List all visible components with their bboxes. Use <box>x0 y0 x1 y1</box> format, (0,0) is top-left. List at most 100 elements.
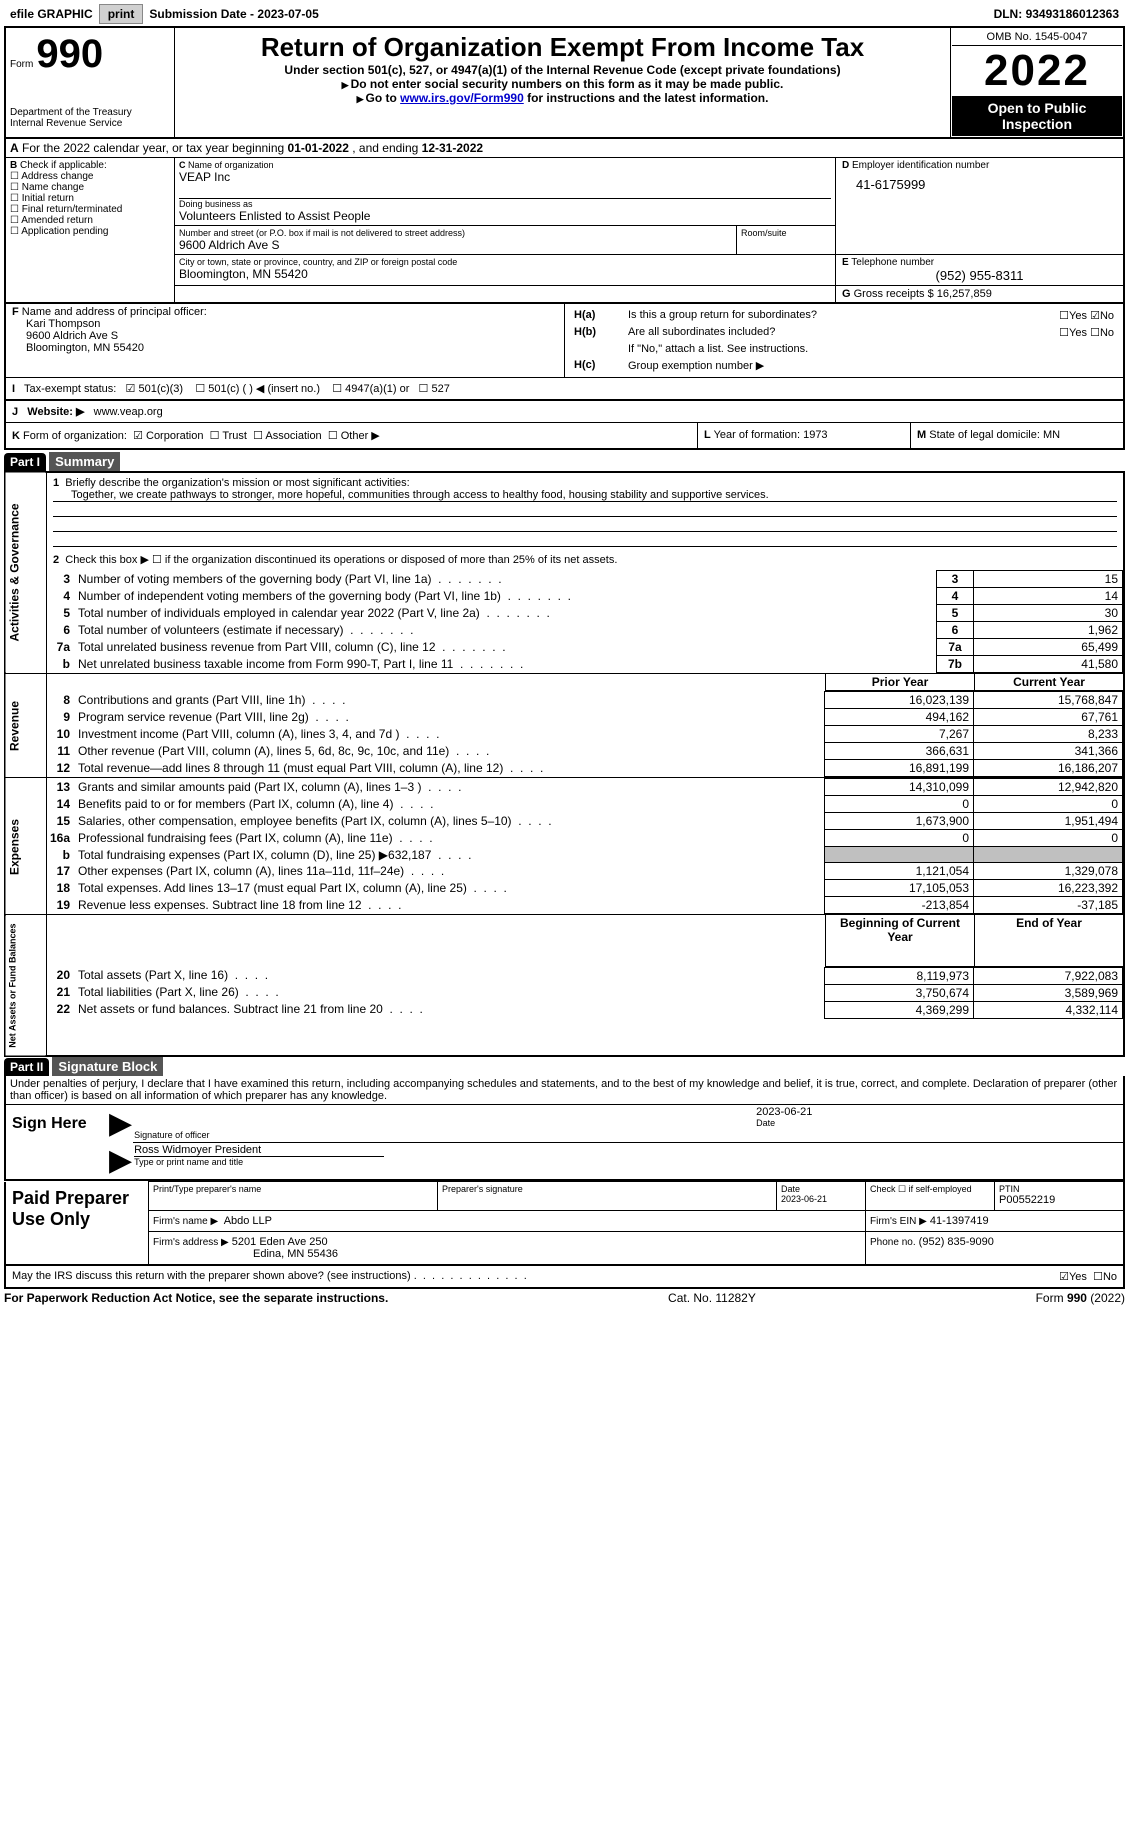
boxF-label: Name and address of principal officer: <box>22 306 207 318</box>
boxB-prefix: B <box>10 160 17 171</box>
boxK-prefix: K <box>12 430 20 442</box>
officer-printed: Ross Widmoyer President <box>134 1144 384 1157</box>
boxC-label: Name of organization <box>188 160 274 170</box>
hb-note: If "No," attach a list. See instructions… <box>627 342 1115 356</box>
sig-date-label: Date <box>756 1118 1122 1128</box>
hb-prefix: H(b) <box>574 326 596 338</box>
omb: OMB No. 1545-0047 <box>952 29 1122 46</box>
chk-name-label: Name change <box>22 182 84 193</box>
chk-assoc[interactable]: ☐ Association <box>253 430 322 442</box>
klm-row: K Form of organization: ☑ Corporation ☐ … <box>4 423 1125 450</box>
officer-addr1: 9600 Aldrich Ave S <box>12 330 558 342</box>
form-label: Form <box>10 59 33 70</box>
print-button[interactable]: print <box>99 4 144 24</box>
efile-label: efile GRAPHIC <box>4 7 99 21</box>
hb-yes[interactable]: ☐Yes <box>1059 327 1087 339</box>
summary-line: 10 Investment income (Part VIII, column … <box>47 726 1123 743</box>
chk-4947[interactable]: ☐ 4947(a)(1) or <box>332 383 409 395</box>
firm-ein: 41-1397419 <box>930 1215 989 1227</box>
firm-phone-label: Phone no. <box>870 1237 916 1248</box>
firm-name: Abdo LLP <box>224 1215 272 1227</box>
sign-here-label: Sign Here <box>5 1105 108 1181</box>
officer-block: F Name and address of principal officer:… <box>4 304 1125 377</box>
footer-cat: Cat. No. 11282Y <box>388 1291 1035 1305</box>
ha-label: Is this a group return for subordinates? <box>627 308 971 323</box>
ha-yes[interactable]: ☐Yes <box>1059 310 1087 322</box>
boxD-prefix: D <box>842 160 849 171</box>
boxE-prefix: E <box>842 257 849 268</box>
irs-link[interactable]: www.irs.gov/Form990 <box>400 91 524 105</box>
room-label: Room/suite <box>741 228 831 238</box>
paid-preparer-label: Paid Preparer Use Only <box>5 1182 149 1266</box>
chk-final[interactable]: ☐ Final return/terminated <box>10 204 170 215</box>
firm-addr2: Edina, MN 55436 <box>153 1248 861 1260</box>
chk-527[interactable]: ☐ 527 <box>419 383 450 395</box>
website: www.veap.org <box>94 406 163 418</box>
hb-no[interactable]: ☐No <box>1090 327 1114 339</box>
boxM-prefix: M <box>917 429 926 441</box>
rev-lines: 8 Contributions and grants (Part VIII, l… <box>47 691 1123 777</box>
summary-line: 12 Total revenue—add lines 8 through 11 … <box>47 760 1123 777</box>
summary-line: 21 Total liabilities (Part X, line 26) .… <box>47 984 1123 1001</box>
chk-501c[interactable]: ☐ 501(c) ( ) ◀ (insert no.) <box>195 383 320 395</box>
boxM-label: State of legal domicile: <box>929 429 1040 441</box>
chk-corp[interactable]: ☑ Corporation <box>133 430 203 442</box>
chk-trust[interactable]: ☐ Trust <box>210 430 247 442</box>
boxJ-prefix: J <box>12 406 18 418</box>
note-goto-pre: Go to <box>365 91 400 105</box>
form-subtitle: Under section 501(c), 527, or 4947(a)(1)… <box>179 63 946 77</box>
city-label: City or town, state or province, country… <box>179 257 831 267</box>
chk-501c3[interactable]: ☑ 501(c)(3) <box>126 383 184 395</box>
summary-line: 3 Number of voting members of the govern… <box>47 571 1123 588</box>
firm-ein-label: Firm's EIN ▶ <box>870 1216 927 1227</box>
prep-name-label: Print/Type preparer's name <box>153 1184 433 1194</box>
summary-line: 11 Other revenue (Part VIII, column (A),… <box>47 743 1123 760</box>
street-address: 9600 Aldrich Ave S <box>179 238 732 252</box>
officer-name: Kari Thompson <box>12 318 558 330</box>
opt-501c3: 501(c)(3) <box>138 383 183 395</box>
firm-phone: (952) 835-9090 <box>919 1236 994 1248</box>
form-title: Return of Organization Exempt From Incom… <box>179 32 946 63</box>
ha-no[interactable]: ☑No <box>1090 310 1114 322</box>
lineA-begin: 01-01-2022 <box>288 141 349 155</box>
summary-line: 22 Net assets or fund balances. Subtract… <box>47 1001 1123 1018</box>
chk-pending[interactable]: ☐ Application pending <box>10 226 170 237</box>
discuss-no[interactable]: ☐No <box>1093 1270 1117 1283</box>
subdate-prefix: Submission Date - <box>149 7 257 21</box>
telephone: (952) 955-8311 <box>842 268 1117 283</box>
addr-label: Number and street (or P.O. box if mail i… <box>179 228 732 238</box>
part2-bar: Part II <box>4 1058 49 1076</box>
sign-here-block: Sign Here ▶ Signature of officer 2023-06… <box>4 1104 1125 1181</box>
hb-no-t: No <box>1100 327 1114 339</box>
summary-line: 18 Total expenses. Add lines 13–17 (must… <box>47 880 1123 897</box>
chk-other[interactable]: ☐ Other ▶ <box>328 430 380 442</box>
summary-line: 9 Program service revenue (Part VIII, li… <box>47 709 1123 726</box>
discuss-yes[interactable]: ☑Yes <box>1059 1270 1087 1283</box>
prep-date: 2023-06-21 <box>781 1194 861 1204</box>
firm-addr1: 5201 Eden Ave 250 <box>232 1236 328 1248</box>
col-current: Current Year <box>975 674 1125 691</box>
boxB-label: Check if applicable: <box>20 160 107 171</box>
officer-addr2: Bloomington, MN 55420 <box>12 342 558 354</box>
mission-text: Together, we create pathways to stronger… <box>53 489 1117 502</box>
ein: 41-6175999 <box>842 171 1117 192</box>
chk-amended[interactable]: ☐ Amended return <box>10 215 170 226</box>
note-ssn: Do not enter social security numbers on … <box>351 77 784 91</box>
hb-label: Are all subordinates included? <box>627 325 971 340</box>
hc-prefix: H(c) <box>574 359 595 371</box>
org-name: VEAP Inc <box>179 170 831 184</box>
summary-line: 20 Total assets (Part X, line 16) . . . … <box>47 967 1123 984</box>
boxG-prefix: G <box>842 288 851 300</box>
tax-year: 2022 <box>952 46 1122 96</box>
chk-address[interactable]: ☐ Address change <box>10 171 170 182</box>
chk-name[interactable]: ☐ Name change <box>10 182 170 193</box>
hb-yes-t: Yes <box>1069 327 1087 339</box>
check-self-employed[interactable]: Check ☐ if self-employed <box>866 1182 995 1211</box>
chk-address-label: Address change <box>21 171 93 182</box>
chk-initial[interactable]: ☐ Initial return <box>10 193 170 204</box>
summary-line: 14 Benefits paid to or for members (Part… <box>47 796 1123 813</box>
city-state-zip: Bloomington, MN 55420 <box>179 267 831 281</box>
inspection-label: Open to Public Inspection <box>952 96 1122 136</box>
net-lines: 20 Total assets (Part X, line 16) . . . … <box>47 967 1123 1019</box>
boxJ-label: Website: ▶ <box>27 406 84 418</box>
